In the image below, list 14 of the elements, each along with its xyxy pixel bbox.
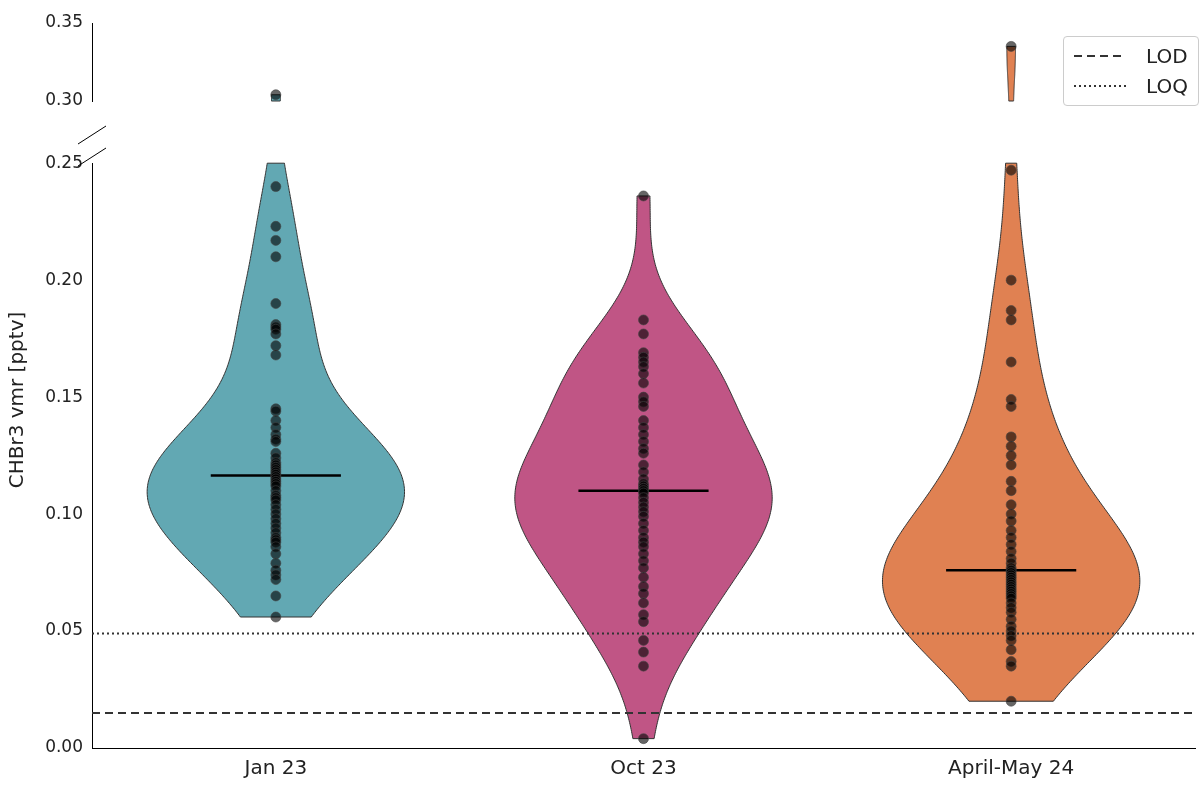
y-tick-label: 0.00: [45, 736, 83, 757]
x-tick-label: Oct 23: [610, 755, 677, 780]
y-tick-label: 0.15: [45, 385, 83, 406]
x-tick-label: Jan 23: [242, 755, 308, 780]
legend-label: LOQ: [1146, 74, 1188, 98]
y-tick-label: 0.35: [45, 11, 83, 32]
x-tick-label: April-May 24: [948, 755, 1075, 780]
y-tick-label: 0.20: [45, 268, 83, 289]
y-tick-label: 0.05: [45, 619, 83, 640]
y-tick-label: 0.25: [45, 151, 83, 172]
y-axis-title: CHBr3 vmr [pptv]: [4, 311, 28, 489]
legend-label: LOD: [1146, 44, 1188, 68]
y-tick-label: 0.10: [45, 502, 83, 523]
y-tick-label: 0.30: [45, 89, 83, 110]
